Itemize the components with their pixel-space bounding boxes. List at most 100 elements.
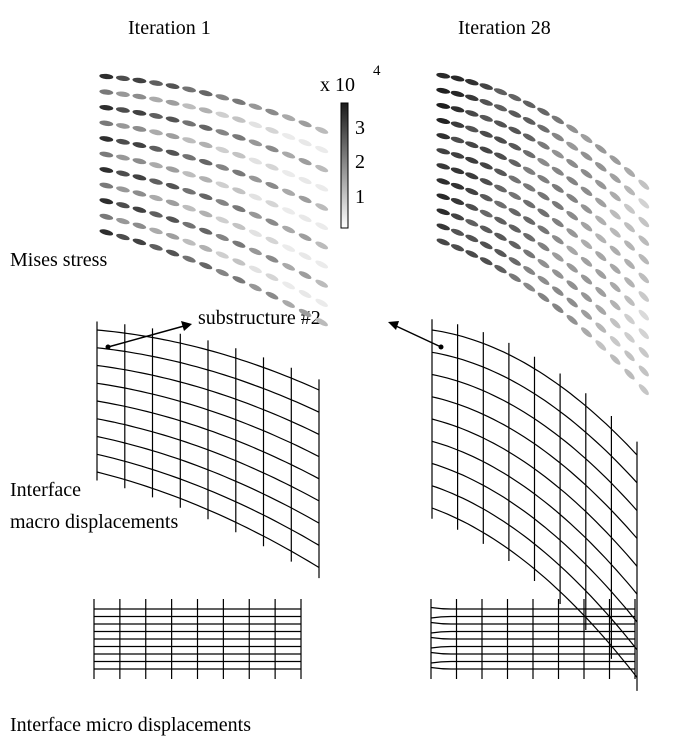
stress-speckle <box>494 232 507 241</box>
stress-speckle <box>149 112 163 119</box>
stress-speckle <box>494 136 507 144</box>
stress-speckle <box>232 116 246 123</box>
stress-speckle <box>99 229 114 236</box>
stress-speckle <box>551 149 564 159</box>
stress-speckle <box>638 365 649 377</box>
stress-speckle <box>537 174 550 184</box>
stress-speckle <box>522 100 536 109</box>
stress-speckle <box>315 260 329 269</box>
stress-speckle <box>638 309 650 321</box>
stress-speckle <box>566 228 578 238</box>
stress-speckle <box>624 240 635 251</box>
stress-speckle <box>450 106 465 113</box>
stress-speckle <box>215 111 230 118</box>
stress-speckle <box>265 181 279 190</box>
stress-speckle <box>282 300 295 308</box>
colorbar-tick-1: 1 <box>355 186 365 208</box>
stress-speckle <box>199 193 213 201</box>
stress-speckle <box>552 303 564 314</box>
stress-speckle <box>132 222 147 229</box>
stress-speckle <box>265 163 279 171</box>
stress-speckle <box>551 218 564 228</box>
stress-speckle <box>523 216 536 225</box>
stress-speckle <box>624 258 635 270</box>
stress-speckle <box>116 202 130 209</box>
stress-speckle <box>537 275 550 286</box>
stress-speckle <box>149 227 163 235</box>
stress-speckle <box>282 225 296 234</box>
stress-speckle <box>132 206 147 213</box>
stress-speckle <box>182 188 196 195</box>
stress-speckle <box>465 110 479 117</box>
stress-speckle <box>198 90 213 97</box>
stress-speckle <box>609 245 621 256</box>
stress-speckle <box>595 162 607 172</box>
stress-speckle <box>609 317 621 329</box>
stress-speckle <box>436 193 450 200</box>
stress-speckle <box>182 120 196 127</box>
stress-speckle <box>436 133 451 140</box>
stress-speckle <box>523 232 536 242</box>
stress-speckle <box>248 193 262 201</box>
stress-speckle <box>132 109 147 116</box>
stress-speckle <box>609 209 621 220</box>
substructure-arrow-right <box>388 321 444 350</box>
stress-speckle <box>465 172 479 180</box>
stress-field-iteration-1 <box>99 73 329 327</box>
stress-speckle <box>508 110 522 118</box>
stress-speckle <box>522 150 536 159</box>
stress-speckle <box>450 244 465 252</box>
stress-speckle <box>537 191 550 201</box>
stress-speckle <box>465 203 479 211</box>
stress-speckle <box>149 96 163 103</box>
stress-speckle <box>624 295 635 306</box>
stress-speckle <box>132 174 147 181</box>
stress-speckle <box>580 274 593 285</box>
stress-speckle <box>315 241 329 250</box>
row-label-macro-displacements: macro displacements <box>10 511 179 533</box>
stress-speckle <box>465 141 479 149</box>
stress-speckle <box>537 158 550 167</box>
colorbar-tick-2: 2 <box>355 151 365 173</box>
stress-speckle <box>165 166 180 173</box>
stress-speckle <box>99 89 114 95</box>
stress-speckle <box>149 194 163 202</box>
stress-speckle <box>479 241 493 250</box>
stress-speckle <box>248 283 262 292</box>
stress-speckle <box>493 104 508 112</box>
colorbar-tick-3: 3 <box>355 117 365 139</box>
stress-speckle <box>465 234 479 243</box>
stress-speckle <box>508 126 522 135</box>
stress-speckle <box>232 240 246 248</box>
stress-speckle <box>298 195 312 204</box>
stress-speckle <box>465 94 479 102</box>
stress-speckle <box>450 75 465 82</box>
stress-speckle <box>566 262 578 273</box>
stress-speckle <box>638 328 649 340</box>
stress-speckle <box>465 125 479 133</box>
stress-speckle <box>182 238 196 246</box>
stress-speckle <box>132 158 147 165</box>
stress-speckle <box>508 240 521 250</box>
stress-speckle <box>581 327 592 338</box>
stress-speckle <box>315 298 328 307</box>
stress-speckle <box>624 332 635 343</box>
stress-speckle <box>199 244 213 252</box>
stress-speckle <box>232 258 246 266</box>
stress-speckle <box>624 368 635 380</box>
stress-speckle <box>508 93 522 102</box>
stress-speckle <box>298 271 312 280</box>
stress-speckle <box>595 233 607 244</box>
stress-speckle <box>465 187 479 196</box>
stress-speckle <box>494 264 507 274</box>
stress-speckle <box>580 169 593 179</box>
stress-speckle <box>609 299 621 311</box>
colorbar-multiplier: x 10 <box>320 74 355 96</box>
stress-speckle <box>198 158 213 166</box>
stress-speckle <box>165 116 180 123</box>
stress-speckle <box>580 239 593 250</box>
stress-speckle <box>638 235 650 246</box>
stress-speckle <box>298 308 312 317</box>
stress-speckle <box>508 208 522 217</box>
